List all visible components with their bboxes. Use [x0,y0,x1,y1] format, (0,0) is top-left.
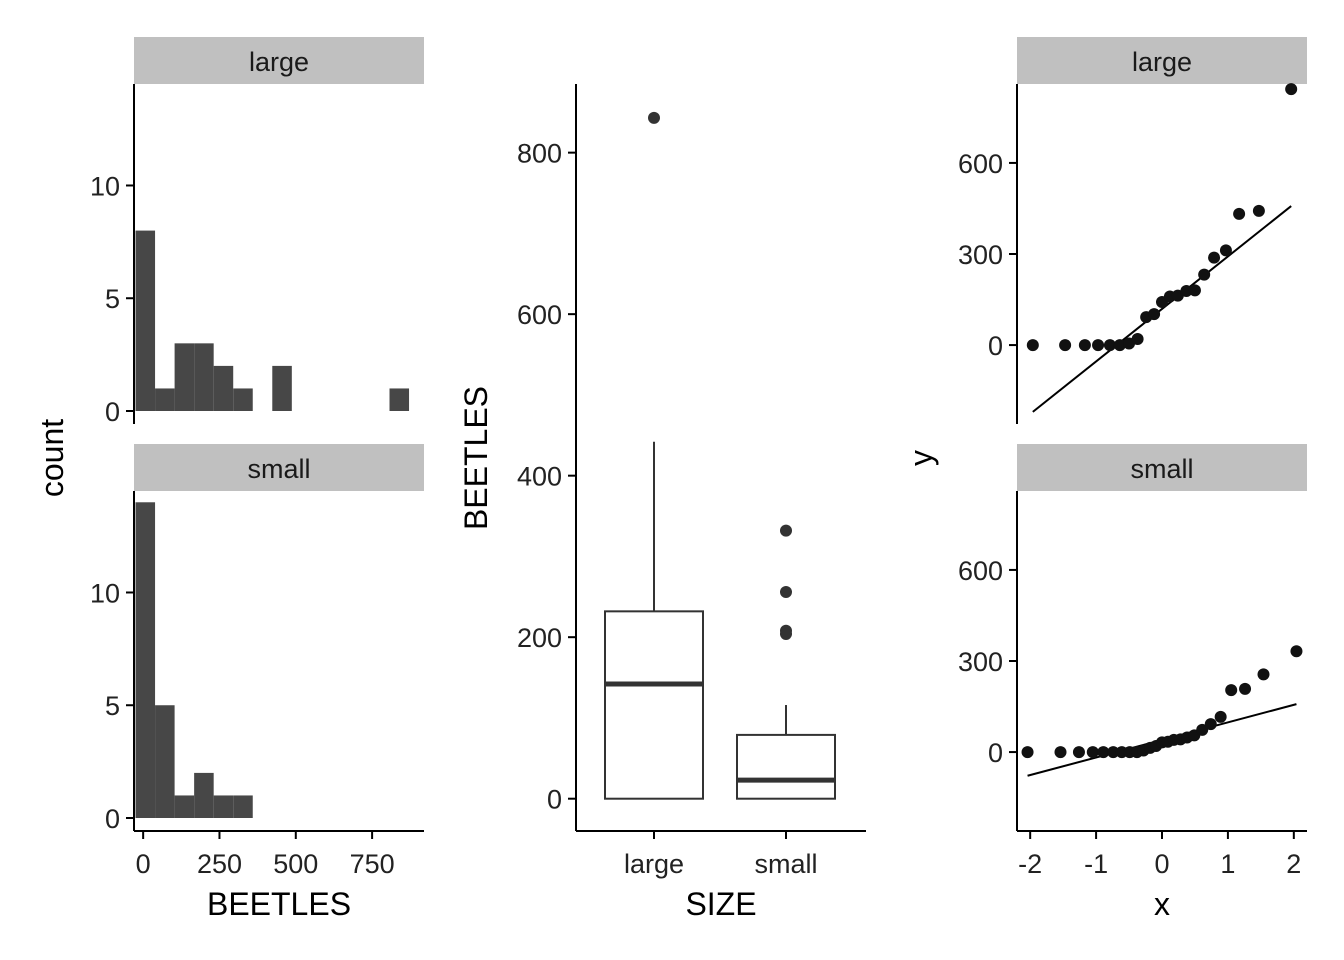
qq-point [1131,333,1144,345]
qq-point [1097,746,1110,759]
qq-point [1214,710,1227,723]
x-axis-title: SIZE [685,886,756,922]
x-tick-label: 0 [1154,849,1169,879]
qq-point [1204,718,1217,731]
qq-point [1180,285,1193,298]
qq-point [1021,746,1034,759]
histogram-bar [272,365,292,411]
facet-label-large: large [249,47,309,77]
facet-label-small: small [247,454,310,484]
facet-strip-small [134,444,424,491]
x-tick-label: 1 [1220,849,1235,879]
histogram-bar [174,343,195,411]
histogram-bar [174,795,195,818]
qq-point [1285,83,1298,96]
x-tick-label: large [624,849,684,879]
histogram-bar [194,343,214,411]
qq-point [1148,308,1161,321]
y-tick-label: 0 [988,738,1003,768]
qq-point [1059,339,1072,352]
x-tick-label: -2 [1018,849,1042,879]
qq-reference-line [1032,205,1292,413]
y-tick-label: 10 [90,578,120,608]
y-axis-title: count [34,419,70,497]
histogram-bar [155,388,175,411]
qq-point [1196,723,1209,736]
histogram-bar [389,388,410,411]
facet-strip-small [1017,444,1307,491]
histogram-bar [135,502,156,818]
qq-point [1107,746,1120,759]
x-tick-label: -1 [1084,849,1108,879]
histogram-bar [194,772,214,818]
x-tick-label: 2 [1286,849,1301,879]
qq-point [1239,682,1252,695]
y-tick-label: 200 [517,623,562,653]
y-tick-label: 300 [958,240,1003,270]
box-large [604,610,704,800]
y-tick-label: 0 [547,785,562,815]
x-axis-title: BEETLES [207,886,351,922]
histogram-bar [213,365,234,411]
x-tick-label: 750 [350,849,395,879]
facet-label-small: small [1130,454,1193,484]
x-tick-label: 500 [273,849,318,879]
y-tick-label: 0 [988,331,1003,361]
histogram-bar [155,705,175,818]
histogram-bar [135,230,156,411]
box-small [736,733,836,800]
x-tick-label: 0 [136,849,151,879]
x-tick-label: 250 [197,849,242,879]
y-axis-title: y [903,450,939,466]
y-tick-label: 400 [517,462,562,492]
y-tick-label: 600 [958,556,1003,586]
qq-point [1290,645,1303,658]
qq-point [1198,268,1211,281]
y-tick-label: 0 [105,397,120,427]
box-outlier [780,585,792,598]
histogram-bar [233,388,253,411]
y-tick-label: 5 [105,691,120,721]
y-tick-label: 10 [90,171,120,201]
qq-point [1188,284,1201,297]
qq-point [1233,207,1246,220]
facet-strip-large [134,37,424,84]
box-outlier [648,111,660,124]
y-tick-label: 800 [517,139,562,169]
qq-point [1113,339,1126,352]
qq-point [1219,244,1232,257]
qq-point [1092,339,1105,352]
qq-point [1078,339,1091,352]
facet-label-large: large [1132,47,1192,77]
y-tick-label: 600 [958,149,1003,179]
qq-point [1257,668,1270,681]
box-outlier [780,524,792,537]
y-axis-title: BEETLES [458,386,494,530]
qq-point [1072,746,1085,759]
qq-point [1225,684,1238,697]
histogram-bar [213,795,234,818]
y-tick-label: 5 [105,284,120,314]
box-outlier [780,627,792,640]
qq-point [1054,746,1067,759]
qq-point [1252,204,1265,217]
histogram-bar [233,795,253,818]
qq-point [1086,746,1099,759]
x-axis-title: x [1154,886,1170,922]
y-tick-label: 600 [517,300,562,330]
y-tick-label: 0 [105,804,120,834]
qq-point [1208,251,1221,264]
facet-strip-large [1017,37,1307,84]
x-tick-label: small [754,849,817,879]
qq-point [1026,339,1039,352]
qq-point [1103,339,1116,352]
y-tick-label: 300 [958,647,1003,677]
